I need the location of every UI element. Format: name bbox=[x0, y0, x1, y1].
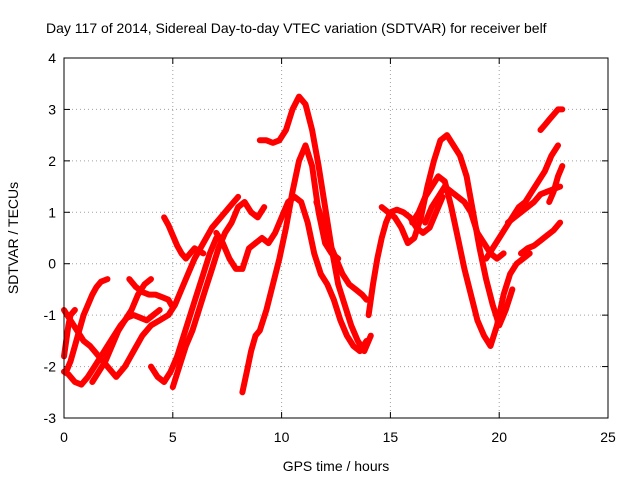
series-points bbox=[314, 199, 369, 302]
series-points bbox=[127, 276, 175, 310]
series-line bbox=[161, 214, 207, 262]
series-sat-c bbox=[63, 276, 111, 375]
chart-title: Day 117 of 2014, Sidereal Day-to-day VTE… bbox=[46, 20, 547, 36]
series-points bbox=[518, 220, 563, 256]
grid bbox=[64, 58, 608, 418]
y-tick-label: -3 bbox=[44, 410, 57, 426]
series-points bbox=[148, 235, 219, 385]
x-tick-label: 0 bbox=[60, 429, 68, 445]
y-tick-label: 2 bbox=[48, 153, 56, 169]
series-sat-o bbox=[378, 132, 516, 329]
series-sat-m bbox=[313, 199, 370, 303]
y-tick-label: -2 bbox=[44, 359, 57, 375]
y-tick-label: 3 bbox=[48, 101, 56, 117]
series-sat-h bbox=[161, 214, 207, 262]
series-sat-t bbox=[518, 219, 564, 257]
series-sat-p bbox=[409, 173, 533, 349]
plot-frame bbox=[63, 57, 609, 419]
series-points bbox=[161, 215, 206, 261]
x-tick-label: 10 bbox=[274, 429, 290, 445]
y-tick-label: 0 bbox=[48, 256, 56, 272]
plot-area bbox=[61, 93, 566, 396]
series-sat-u bbox=[537, 106, 566, 133]
series-sat-v bbox=[546, 163, 566, 205]
series-sat-n bbox=[365, 193, 446, 319]
series-points bbox=[64, 276, 110, 374]
series-points bbox=[240, 143, 341, 395]
x-tick-label: 5 bbox=[169, 429, 177, 445]
series-sat-k bbox=[239, 142, 342, 396]
series-points bbox=[538, 107, 565, 133]
y-tick-label: -1 bbox=[44, 307, 57, 323]
y-tick-label: 1 bbox=[48, 204, 56, 220]
series-points bbox=[547, 163, 565, 205]
series-sat-g bbox=[148, 235, 220, 385]
y-axis-label: SDTVAR / TECUs bbox=[5, 182, 21, 294]
x-tick-label: 25 bbox=[600, 429, 616, 445]
series-sat-f bbox=[126, 276, 176, 311]
series-sat-l bbox=[256, 93, 374, 355]
series-line bbox=[61, 193, 242, 380]
x-tick-label: 20 bbox=[491, 429, 507, 445]
series-sat-a bbox=[61, 193, 242, 380]
x-axis-label: GPS time / hours bbox=[283, 458, 390, 474]
y-tick-label: 4 bbox=[48, 50, 56, 66]
x-tick-label: 15 bbox=[383, 429, 399, 445]
series-points bbox=[366, 194, 445, 318]
